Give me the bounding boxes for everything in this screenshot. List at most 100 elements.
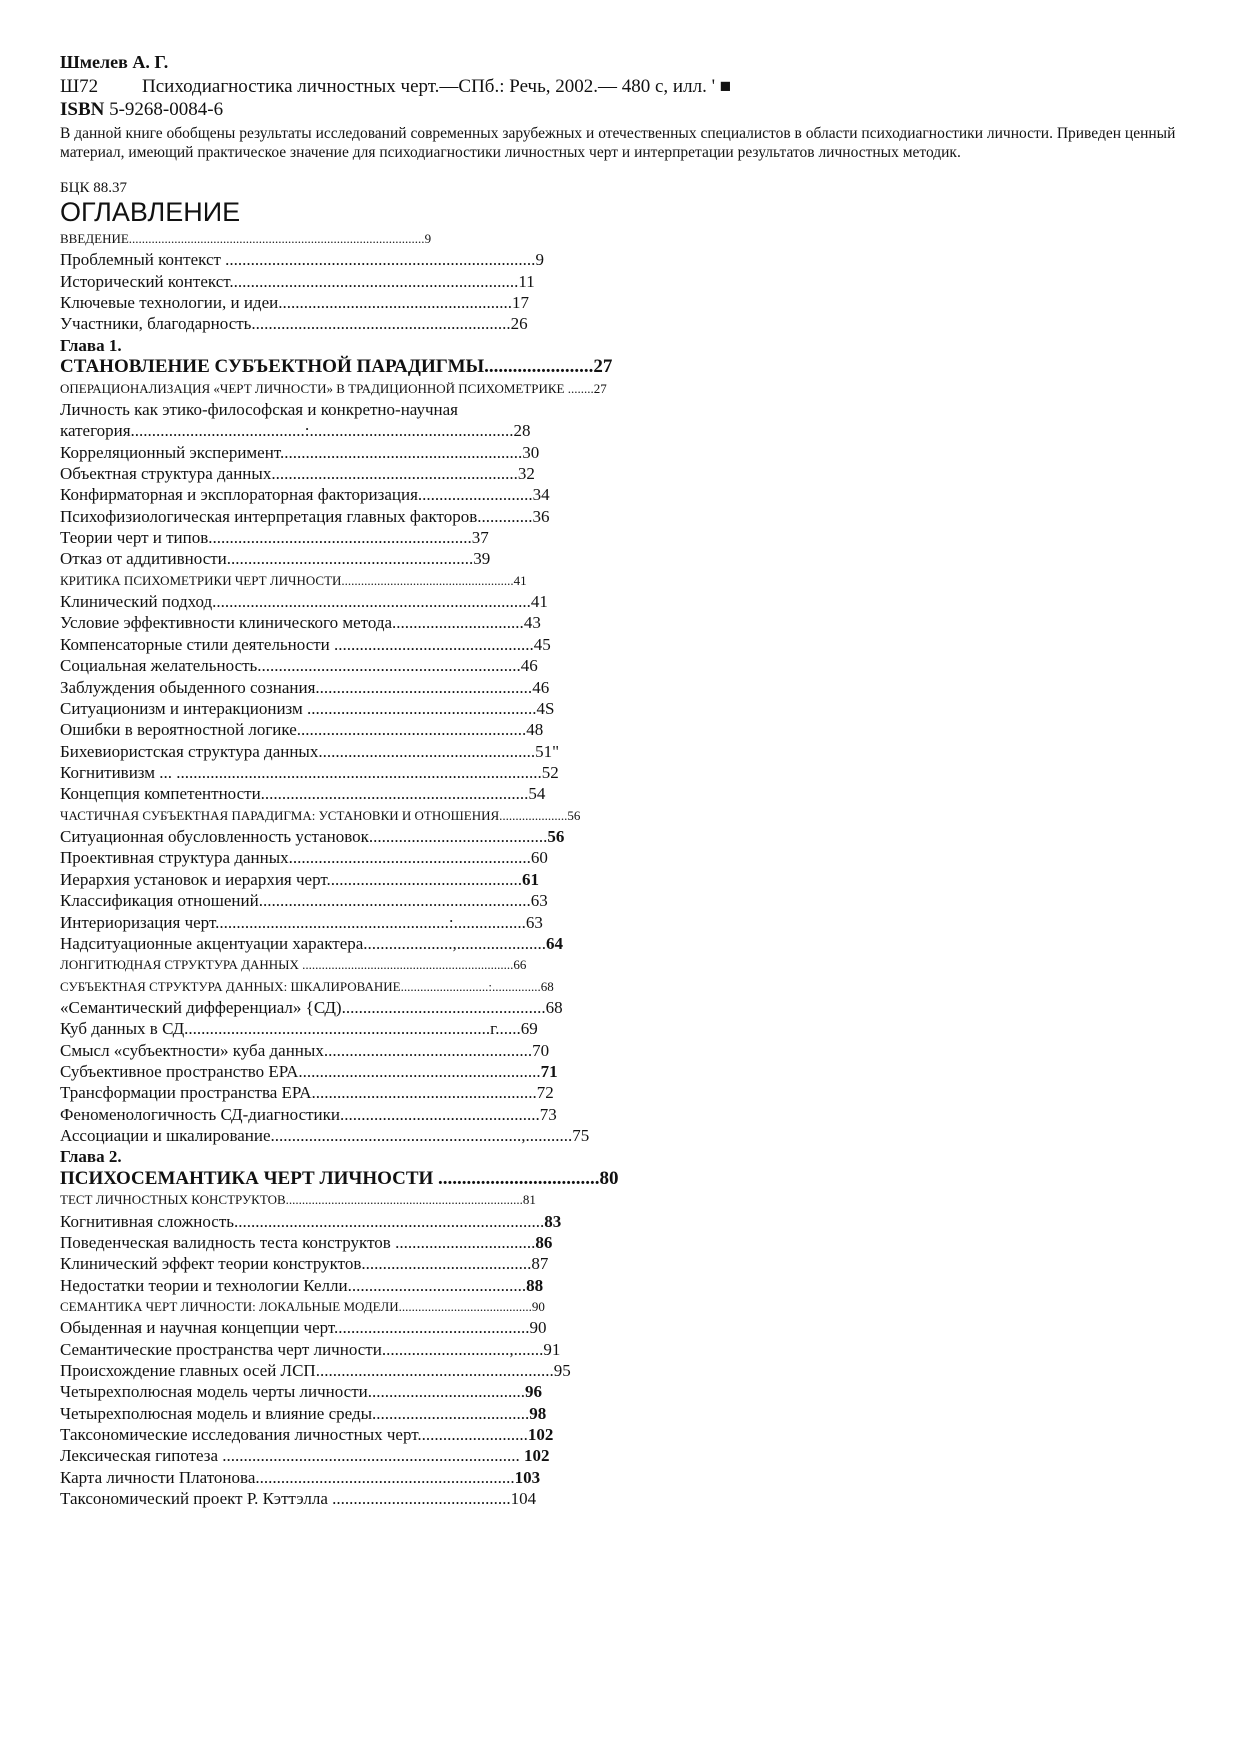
toc-entry-page: 45: [533, 634, 551, 654]
toc-entry: Происхождение главных осей ЛСП..........…: [60, 1360, 619, 1381]
toc-entry: СУБЪЕКТНАЯ СТРУКТУРА ДАННЫХ: ШКАЛИРОВАНИ…: [60, 976, 619, 997]
toc-entry-label: Заблуждения обыденного сознания.........…: [60, 677, 533, 697]
toc-entry: Ошибки в вероятностной логике...........…: [60, 719, 619, 740]
toc-entry-label: Феноменологичность СД-диагностики.......…: [60, 1104, 540, 1124]
toc-entry: ПСИХОСЕМАНТИКА ЧЕРТ ЛИЧНОСТИ ...........…: [60, 1168, 619, 1189]
toc-entry-label: Когнитивизм ... ........................…: [60, 762, 542, 782]
toc-entry: «Семантический дифференциал» {СД).......…: [60, 997, 619, 1018]
toc-entry: Четырехполюсная модель и влияние среды..…: [60, 1403, 619, 1424]
toc-entry-page: 71: [540, 1062, 558, 1082]
toc-entry: ОПЕРАЦИОНАЛИЗАЦИЯ «ЧЕРТ ЛИЧНОСТИ» В ТРАД…: [60, 378, 619, 399]
toc-entry-page: 46: [532, 677, 550, 697]
toc-entry-label: Интериоризация черт.....................…: [60, 912, 526, 932]
toc-entry: Семантические пространства черт личности…: [60, 1339, 619, 1360]
toc-entry-label: Концепция компетентности................…: [60, 784, 529, 804]
toc-entry-label: Трансформации пространства ЕРА..........…: [60, 1083, 537, 1103]
toc-entry: Компенсаторные стили деятельности ......…: [60, 634, 619, 655]
toc-entry: Иерархия установок и иерархия черт......…: [60, 869, 619, 890]
toc-entry: Концепция компетентности................…: [60, 783, 619, 804]
toc-entry-page: 73: [539, 1104, 557, 1124]
bbk-code: БЦК 88.37: [60, 180, 127, 196]
toc-entry-label: Глава 1.: [60, 335, 122, 355]
isbn-label: ISBN: [60, 99, 105, 120]
toc-entry-page: 63: [525, 912, 543, 932]
toc-entry-page: 98: [529, 1403, 547, 1423]
toc-entry-page: 75: [572, 1126, 590, 1146]
toc-entry: Проективная структура данных............…: [60, 847, 619, 868]
toc-entry: Условие эффективности клинического метод…: [60, 612, 619, 633]
toc-entry: Феноменологичность СД-диагностики.......…: [60, 1104, 619, 1125]
toc-entry-label: Ошибки в вероятностной логике...........…: [60, 720, 527, 740]
toc-entry-label: Субъективное пространство ЕРА...........…: [60, 1062, 541, 1082]
toc-entry: Поведенческая валидность теста конструкт…: [60, 1232, 619, 1253]
toc-entry: Глава 1.: [60, 335, 619, 356]
toc-entry-page: 46: [520, 656, 538, 676]
toc-entry-page: 51": [535, 741, 560, 761]
toc-entry-page: 27: [593, 380, 607, 396]
toc-entry-page: 72: [536, 1083, 554, 1103]
toc-entry-label: СЕМАНТИКА ЧЕРТ ЛИЧНОСТИ: ЛОКАЛЬНЫЕ МОДЕЛ…: [60, 1298, 532, 1314]
toc-entry-page: 68: [540, 978, 554, 994]
toc-entry-page: 95: [553, 1361, 571, 1381]
catalog-line: Ш72 Психодиагностика личностных черт.—СПб…: [60, 76, 731, 98]
description: В данной книге обобщены результаты иссле…: [60, 125, 1176, 161]
toc-entry-page: 103: [514, 1467, 541, 1487]
toc-entry-page: 34: [532, 485, 550, 505]
toc-entry-label: Клинический подход......................…: [60, 592, 531, 612]
toc-entry: Участники, благодарность................…: [60, 313, 619, 334]
toc-entry-label: Куб данных в СД.........................…: [60, 1019, 521, 1039]
toc-entry: Отказ от аддитивности...................…: [60, 548, 619, 569]
toc-entry: Клинический подход......................…: [60, 591, 619, 612]
toc-entry-label: Проективная структура данных............…: [60, 848, 531, 868]
toc-entry-page: 4S: [536, 698, 555, 718]
toc-entry-label: Обыденная и научная концепции черт......…: [60, 1318, 530, 1338]
toc-entry: Бихевиористская структура данных........…: [60, 741, 619, 762]
toc-entry-page: 70: [532, 1040, 550, 1060]
toc-entry-label: «Семантический дифференциал» {СД).......…: [60, 997, 546, 1017]
toc-entry-page: 104: [510, 1489, 537, 1509]
toc-entry-page: 17: [511, 293, 529, 313]
toc-entry-label: ПСИХОСЕМАНТИКА ЧЕРТ ЛИЧНОСТИ ...........…: [60, 1167, 600, 1189]
toc-entry-page: 39: [473, 549, 491, 569]
toc-entry-label: Ситуационная обусловленность установок..…: [60, 827, 548, 847]
toc-entry: ЛОНГИТЮДНАЯ СТРУКТУРА ДАННЫХ ...........…: [60, 954, 619, 975]
toc-entry-label: категория...............................…: [60, 421, 514, 441]
toc-entry-page: 9: [535, 250, 544, 270]
toc-entry-page: 88: [526, 1275, 544, 1295]
toc-entry-label: Личность как этико-философская и конкрет…: [60, 399, 458, 419]
toc-entry-page: 102: [524, 1446, 550, 1466]
toc-entry-page: 90: [529, 1318, 547, 1338]
toc-entry-page: 28: [513, 421, 531, 441]
toc-entry-label: ЛОНГИТЮДНАЯ СТРУКТУРА ДАННЫХ ...........…: [60, 957, 514, 973]
toc-entry-page: 41: [530, 592, 548, 612]
toc-entry: Заблуждения обыденного сознания.........…: [60, 677, 619, 698]
toc-entry-label: Клинический эффект теории конструктов...…: [60, 1254, 532, 1274]
toc-entry: Субъективное пространство ЕРА...........…: [60, 1061, 619, 1082]
toc-entry: Карта личности Платонова................…: [60, 1467, 619, 1488]
toc-entry-label: Бихевиористская структура данных........…: [60, 741, 536, 761]
toc-entry-page: 27: [593, 356, 613, 378]
toc-entry: Корреляционный эксперимент..............…: [60, 442, 619, 463]
toc-entry: Обыденная и научная концепции черт......…: [60, 1317, 619, 1338]
toc-entry-label: СУБЪЕКТНАЯ СТРУКТУРА ДАННЫХ: ШКАЛИРОВАНИ…: [60, 978, 541, 994]
toc-entry-label: КРИТИКА ПСИХОМЕТРИКИ ЧЕРТ ЛИЧНОСТИ......…: [60, 572, 514, 588]
toc-entry: Объектная структура данных..............…: [60, 463, 619, 484]
toc-entry: Ситуационная обусловленность установок..…: [60, 826, 619, 847]
toc-entry: СТАНОВЛЕНИЕ СУБЪЕКТНОЙ ПАРАДИГМЫ........…: [60, 356, 619, 377]
toc-entry-label: Надситуационные акцентуации характера...…: [60, 933, 547, 953]
toc-entry-label: Четырехполюсная модель черты личности...…: [60, 1382, 525, 1402]
toc-entry-page: 26: [510, 314, 528, 334]
toc-entry-label: Когнитивная сложность...................…: [60, 1211, 545, 1231]
toc-entry: Трансформации пространства ЕРА..........…: [60, 1082, 619, 1103]
toc-entry-page: 80: [599, 1167, 619, 1189]
toc-entry: Ассоциации и шкалирование...............…: [60, 1125, 619, 1146]
toc-entry-page: 32: [517, 463, 535, 483]
toc-entry: Проблемный контекст ....................…: [60, 249, 619, 270]
toc-entry-label: Социальная желательность................…: [60, 656, 521, 676]
toc-entry: Глава 2.: [60, 1146, 619, 1167]
toc-entry: Куб данных в СД.........................…: [60, 1018, 619, 1039]
toc-entry-page: 91: [543, 1339, 561, 1359]
toc-entry: Психофизиологическая интерпретация главн…: [60, 506, 619, 527]
toc-entry: СЕМАНТИКА ЧЕРТ ЛИЧНОСТИ: ЛОКАЛЬНЫЕ МОДЕЛ…: [60, 1296, 619, 1317]
catalog-text: Психодиагностика личностных черт.—СПб.: …: [142, 76, 732, 97]
